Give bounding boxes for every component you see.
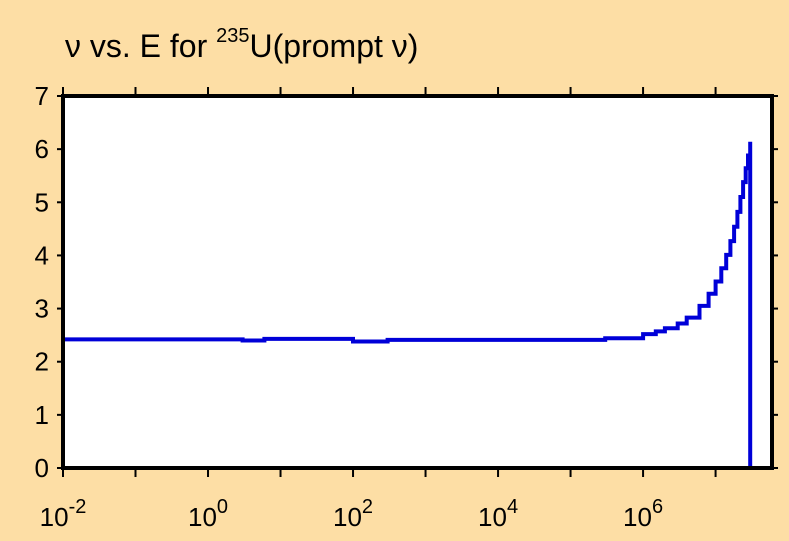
- chart-title-prefix: ν vs. E for: [65, 28, 216, 64]
- plot-area: [63, 96, 772, 468]
- chart-title-suffix: U(prompt ν): [250, 28, 419, 64]
- y-tick-label: 0: [35, 453, 49, 483]
- series-line-0: [61, 141, 753, 468]
- x-tick-label: 100: [188, 496, 228, 532]
- y-tick-label: 2: [35, 347, 49, 377]
- series-layer: [61, 141, 753, 468]
- plot-frame: [61, 94, 774, 470]
- chart-title: ν vs. E for 235U(prompt ν): [65, 25, 418, 64]
- y-tick-label: 6: [35, 134, 49, 164]
- y-tick-label: 4: [35, 240, 49, 270]
- x-tick-label: 102: [333, 496, 373, 532]
- chart-title-superscript: 235: [216, 25, 249, 47]
- y-tick-label: 1: [35, 400, 49, 430]
- x-tick-label: 106: [623, 496, 663, 532]
- y-tick-label: 7: [35, 81, 49, 111]
- labels-layer: 0 1 2 3 4 5 6 7 10-2 100 102 104 106: [35, 81, 664, 532]
- y-tick-label: 5: [35, 187, 49, 217]
- y-tick-label: 3: [35, 294, 49, 324]
- x-tick-label: 104: [478, 496, 518, 532]
- x-tick-label: 10-2: [40, 496, 87, 532]
